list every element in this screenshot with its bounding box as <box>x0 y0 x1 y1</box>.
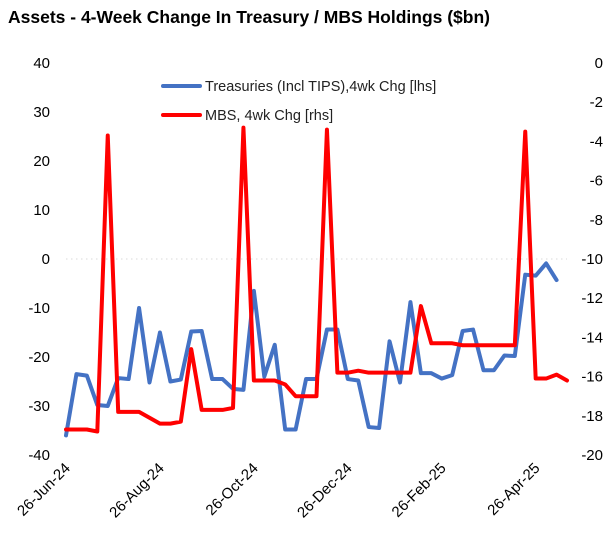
treasuries-series-line <box>64 261 559 438</box>
right-axis-tick-label: 0 <box>595 55 603 72</box>
right-axis-tick-label: -4 <box>590 133 603 150</box>
series-lines <box>64 125 569 438</box>
x-axis-tick-label: 26-Aug-24 <box>106 460 168 522</box>
right-axis-tick-label: -16 <box>581 369 603 386</box>
right-axis-tick-label: -6 <box>590 173 603 190</box>
legend-label: MBS, 4wk Chg [rhs] <box>205 108 333 124</box>
x-axis-tick-label: 26-Apr-25 <box>484 460 543 519</box>
x-axis-tick-labels: 26-Jun-24 26-Aug-24 26-Oct-24 26-Dec-24 26-F… <box>14 460 543 522</box>
mbs-series-line <box>64 125 569 434</box>
left-axis-tick-label: 10 <box>33 202 50 219</box>
right-axis-tick-label: -20 <box>581 447 603 464</box>
left-axis-tick-label: 20 <box>33 153 50 170</box>
left-axis-tick-label: 40 <box>33 55 50 72</box>
right-axis-tick-label: -14 <box>581 329 603 346</box>
right-axis-tick-label: -18 <box>581 408 603 425</box>
right-axis-tick-label: -10 <box>581 251 603 268</box>
left-axis-tick-label: -20 <box>28 349 50 366</box>
left-axis-tick-label: 30 <box>33 104 50 121</box>
chart-legend: Treasuries (Incl TIPS),4wk Chg [lhs] MBS,… <box>161 79 436 124</box>
left-axis-tick-label: -40 <box>28 447 50 464</box>
right-axis-tick-label: -2 <box>590 94 603 111</box>
left-axis-tick-label: 0 <box>42 251 50 268</box>
chart-title: Assets - 4-Week Change In Treasury / MBS… <box>8 7 491 27</box>
right-axis-tick-labels: 0 -2 -4 -6 -8 -10 -12 -14 -16 -18 -20 <box>581 55 603 464</box>
x-axis-tick-label: 26-Oct-24 <box>203 460 262 519</box>
x-axis-tick-label: 26-Jun-24 <box>14 460 74 520</box>
left-axis-tick-label: -30 <box>28 398 50 415</box>
left-axis-tick-labels: 40 30 20 10 0 -10 -20 -30 -40 <box>28 55 50 464</box>
x-axis-tick-label: 26-Feb-25 <box>389 460 450 521</box>
right-axis-tick-label: -12 <box>581 290 603 307</box>
right-axis-tick-label: -8 <box>590 212 603 229</box>
x-axis-tick-label: 26-Dec-24 <box>294 460 356 522</box>
legend-label: Treasuries (Incl TIPS),4wk Chg [lhs] <box>205 79 436 95</box>
left-axis-tick-label: -10 <box>28 300 50 317</box>
